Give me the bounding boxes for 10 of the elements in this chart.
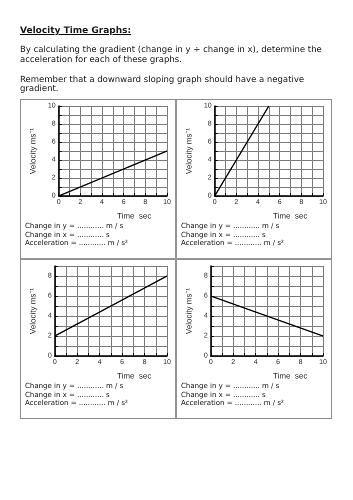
chart-subtitle: By calculating the gradient (change in y ÷ change in x), determine the acceleration for each of these graphs. Remember that a downward sloping graph should have a negative gradient.: [20, 45, 323, 96]
y-axis-title: Velocity ms⁻¹: [28, 288, 38, 334]
y-axis-title: Velocity ms⁻¹: [184, 128, 194, 174]
y-axis-title: Velocity ms⁻¹: [28, 128, 38, 174]
x-axis-title: Time sec: [273, 372, 308, 381]
x-axis-title: Time sec: [117, 212, 152, 221]
x-axis-title: Time sec: [273, 212, 308, 221]
y-axis-title: Velocity ms⁻¹: [184, 288, 194, 334]
chart-title: Velocity Time Graphs:: [20, 26, 132, 36]
x-axis-title: Time sec: [117, 372, 152, 381]
